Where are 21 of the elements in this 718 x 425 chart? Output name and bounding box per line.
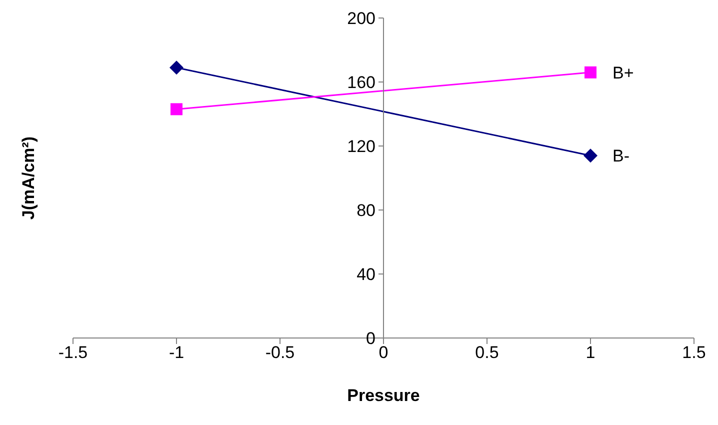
y-tick-label: 160 [347, 72, 376, 92]
x-axis-title: Pressure [347, 386, 420, 405]
x-tick-label: -0.5 [265, 343, 295, 362]
y-tick-label: 40 [356, 264, 376, 284]
x-tick-label: 0.5 [475, 343, 499, 362]
x-tick-label: -1 [168, 343, 184, 362]
y-axis-title: J(mA/cm²) [19, 136, 38, 220]
x-tick-label: 1.5 [682, 343, 706, 362]
y-tick-label: 80 [356, 200, 376, 220]
y-tick-label: 200 [347, 8, 376, 28]
x-tick-label: -1.5 [58, 343, 88, 362]
y-tick-label: 120 [347, 136, 376, 156]
series-label: B- [612, 146, 630, 166]
point [584, 66, 596, 78]
point [170, 60, 184, 75]
series-label: B+ [612, 63, 634, 82]
y-tick-label: 0 [366, 328, 376, 348]
point [584, 148, 598, 163]
point [170, 103, 182, 116]
x-tick-label: 1 [586, 343, 596, 362]
x-tick-label: 0 [378, 343, 388, 362]
